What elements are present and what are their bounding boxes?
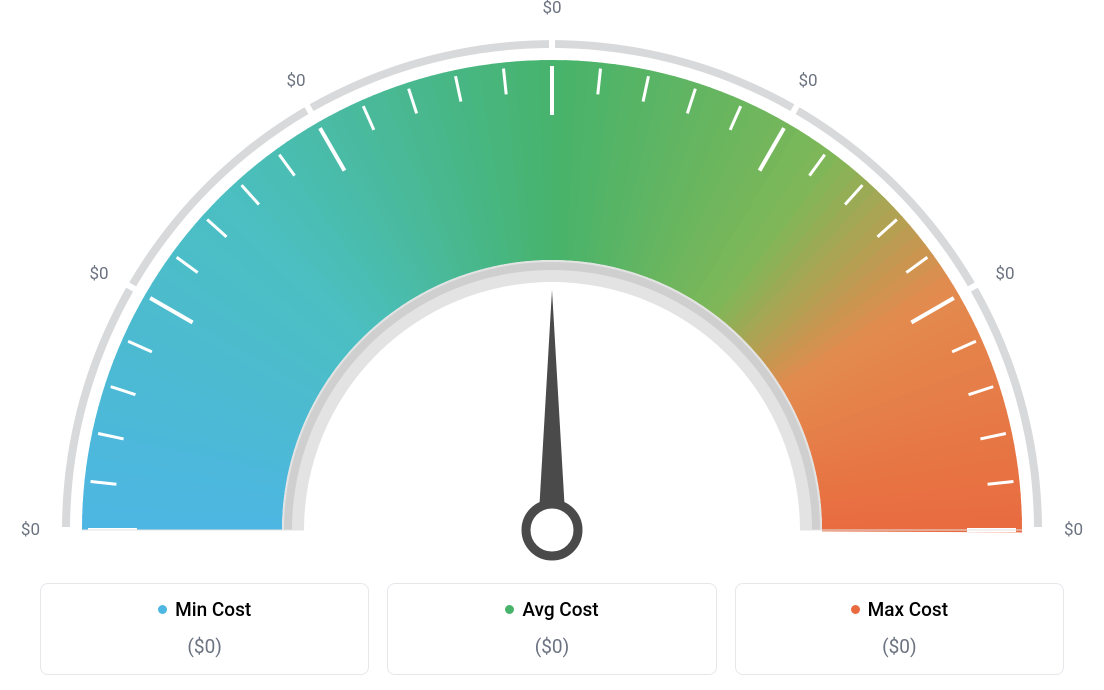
scale-label-2: $0 bbox=[286, 71, 305, 91]
gauge-container: $0$0$0$0$0$0$0 bbox=[42, 10, 1062, 570]
scale-label-1: $0 bbox=[89, 264, 108, 284]
legend-label-min: Min Cost bbox=[175, 598, 251, 621]
legend-label-avg: Avg Cost bbox=[522, 598, 598, 621]
scale-label-0: $0 bbox=[21, 520, 40, 540]
gauge-svg bbox=[42, 10, 1062, 570]
legend-label-max: Max Cost bbox=[868, 598, 948, 621]
scale-label-4: $0 bbox=[798, 71, 817, 91]
legend-dot-avg bbox=[505, 605, 514, 614]
legend-title-min: Min Cost bbox=[158, 598, 251, 621]
legend-row: Min Cost ($0) Avg Cost ($0) Max Cost ($0… bbox=[40, 583, 1064, 675]
legend-value-min: ($0) bbox=[51, 635, 358, 658]
legend-card-max: Max Cost ($0) bbox=[735, 583, 1064, 675]
legend-value-avg: ($0) bbox=[398, 635, 705, 658]
scale-label-6: $0 bbox=[1064, 520, 1083, 540]
legend-value-max: ($0) bbox=[746, 635, 1053, 658]
legend-card-min: Min Cost ($0) bbox=[40, 583, 369, 675]
legend-title-avg: Avg Cost bbox=[505, 598, 598, 621]
scale-label-3: $0 bbox=[542, 0, 561, 18]
legend-dot-min bbox=[158, 605, 167, 614]
legend-card-avg: Avg Cost ($0) bbox=[387, 583, 716, 675]
legend-dot-max bbox=[851, 605, 860, 614]
legend-title-max: Max Cost bbox=[851, 598, 948, 621]
scale-label-5: $0 bbox=[995, 264, 1014, 284]
